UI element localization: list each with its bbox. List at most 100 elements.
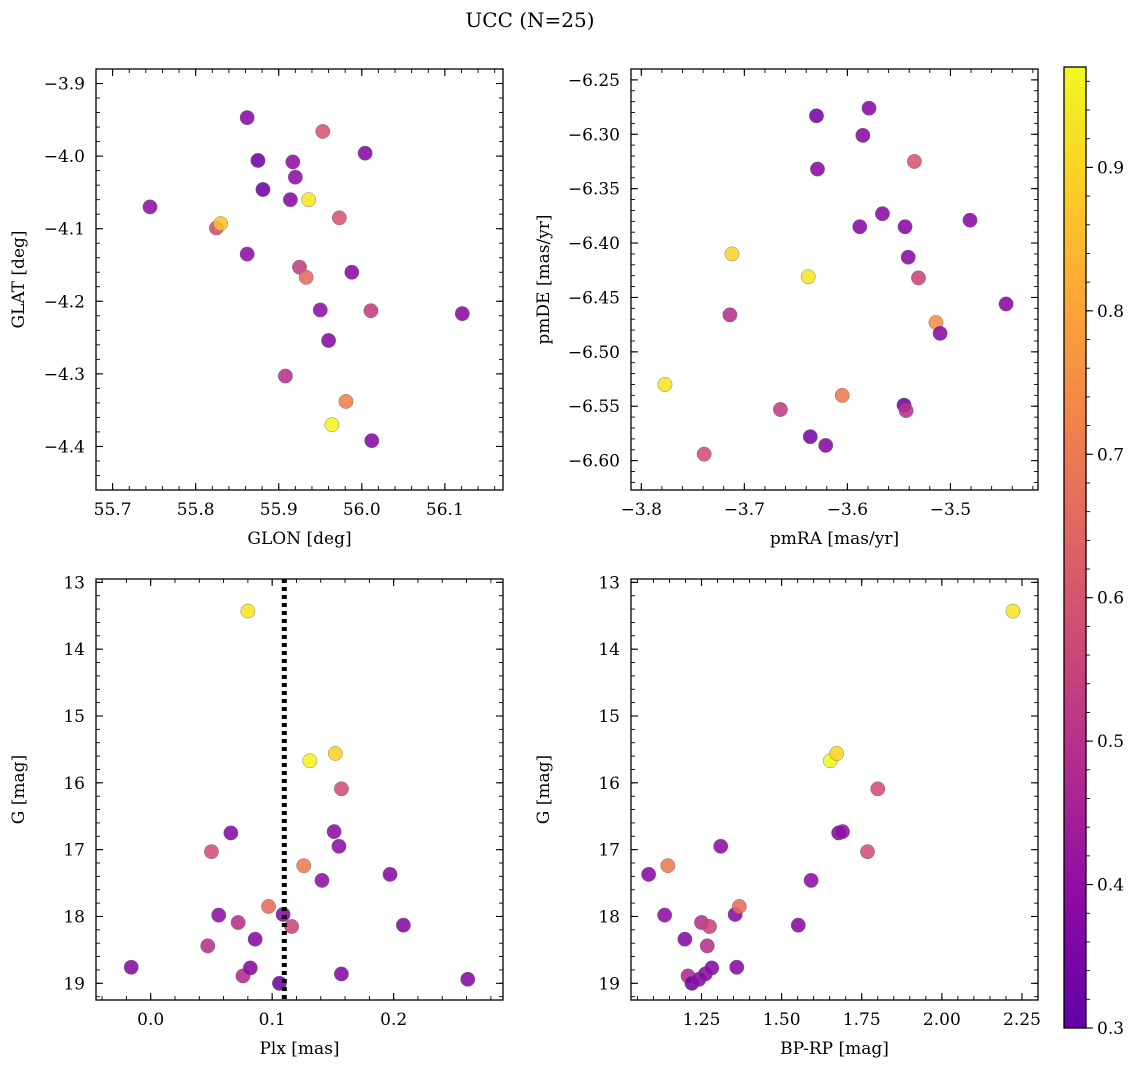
axes-frame — [95, 68, 504, 491]
data-point — [282, 192, 298, 208]
colorbar-tick-label: 0.7 — [1097, 445, 1124, 465]
data-point — [699, 938, 715, 954]
data-point — [704, 960, 720, 976]
y-tick-label: −6.50 — [568, 343, 620, 363]
data-point — [239, 110, 255, 126]
data-point — [800, 269, 816, 285]
y-tick-label: −6.60 — [568, 452, 620, 472]
y-tick-label: −6.40 — [568, 234, 620, 254]
data-point — [834, 387, 850, 403]
data-point — [729, 959, 745, 975]
y-tick-label: −6.25 — [568, 71, 620, 91]
data-point — [123, 959, 139, 975]
data-point — [364, 433, 380, 449]
y-axis-label: G [mag] — [9, 755, 29, 824]
y-tick-label: −6.55 — [568, 397, 620, 417]
y-tick-label: −4.0 — [44, 147, 85, 167]
y-tick-label: 19 — [598, 974, 620, 994]
data-point — [142, 199, 158, 215]
data-point — [454, 306, 470, 322]
data-point — [998, 296, 1014, 312]
data-point — [677, 931, 693, 947]
y-tick-label: −4.1 — [44, 220, 85, 240]
data-point — [657, 907, 673, 923]
data-point — [829, 746, 845, 761]
data-point — [334, 966, 349, 982]
colorbar-tick-label: 0.9 — [1097, 158, 1124, 178]
data-point — [875, 206, 890, 222]
data-point — [301, 192, 317, 208]
y-tick-label: −6.35 — [568, 180, 620, 200]
data-point — [900, 249, 916, 265]
data-point — [239, 246, 255, 262]
data-point — [242, 960, 258, 976]
data-point — [204, 844, 219, 860]
data-point — [211, 907, 227, 923]
data-point — [334, 781, 349, 797]
colorbar-tick-label: 0.4 — [1097, 876, 1124, 896]
data-point — [357, 145, 373, 161]
panel-4: 1.25 1.50 1.75 2.00 2.25 13 14 15 16 17 18 19 BP-RP … — [534, 573, 1041, 1059]
axes-frame — [630, 68, 1039, 491]
data-point — [773, 402, 788, 417]
axes-frame — [95, 578, 504, 1001]
data-point — [382, 866, 398, 882]
data-point — [702, 919, 717, 934]
y-tick-label: 18 — [63, 907, 85, 927]
data-point — [240, 603, 256, 619]
y-tick-label: −3.9 — [44, 75, 85, 95]
x-tick-label: 55.7 — [94, 500, 132, 520]
x-tick-label: 2.25 — [1003, 1010, 1041, 1030]
data-point — [395, 917, 411, 933]
data-point — [223, 825, 239, 841]
data-point — [285, 154, 301, 170]
y-tick-label: −6.30 — [568, 125, 620, 145]
y-tick-label: −4.2 — [44, 292, 85, 312]
axes-frame — [630, 578, 1039, 1001]
data-point — [460, 971, 476, 987]
panel-3: 0.0 0.1 0.2 13 14 15 16 17 18 19 Plx [mas] G [mag] — [9, 573, 504, 1059]
x-tick-label: 2.00 — [923, 1010, 961, 1030]
y-tick-label: −6.45 — [568, 288, 620, 308]
data-point — [250, 153, 266, 168]
data-point — [312, 302, 328, 318]
data-point — [803, 872, 819, 888]
data-point — [213, 216, 228, 232]
x-tick-label: 1.25 — [683, 1010, 721, 1030]
y-tick-label: −4.3 — [44, 365, 85, 385]
x-tick-label: 0.2 — [380, 1010, 407, 1030]
data-point — [835, 824, 850, 839]
data-point — [724, 246, 740, 262]
data-point — [870, 781, 886, 797]
x-tick-label: 1.50 — [763, 1010, 801, 1030]
data-point — [713, 838, 729, 854]
data-point — [962, 212, 978, 228]
colorbar-tick-label: 0.6 — [1097, 589, 1124, 609]
data-point — [296, 858, 312, 874]
colorbar-tick-label: 0.5 — [1097, 732, 1124, 752]
data-point — [897, 219, 913, 235]
colorbar-bar — [1063, 66, 1087, 1029]
x-tick-label: 55.9 — [260, 500, 298, 520]
data-point — [722, 307, 738, 323]
y-tick-label: 17 — [63, 841, 85, 861]
data-point — [911, 270, 926, 286]
x-axis-label: BP-RP [mag] — [780, 1039, 889, 1059]
y-tick-label: 14 — [63, 640, 85, 660]
data-point — [855, 127, 871, 143]
data-point — [809, 108, 824, 124]
data-point — [314, 872, 330, 888]
data-point — [261, 899, 276, 914]
data-point — [255, 182, 271, 197]
data-point — [810, 161, 825, 177]
y-tick-label: −4.4 — [44, 437, 85, 457]
data-point — [802, 429, 818, 445]
y-tick-label: 18 — [598, 907, 620, 927]
data-point — [852, 219, 868, 235]
data-point — [326, 824, 342, 839]
x-axis-label: pmRA [mas/yr] — [770, 529, 899, 549]
data-point — [331, 838, 347, 854]
data-point — [277, 368, 293, 384]
colorbar-tick-label: 0.3 — [1097, 1019, 1124, 1039]
x-tick-label: 56.1 — [426, 500, 464, 520]
